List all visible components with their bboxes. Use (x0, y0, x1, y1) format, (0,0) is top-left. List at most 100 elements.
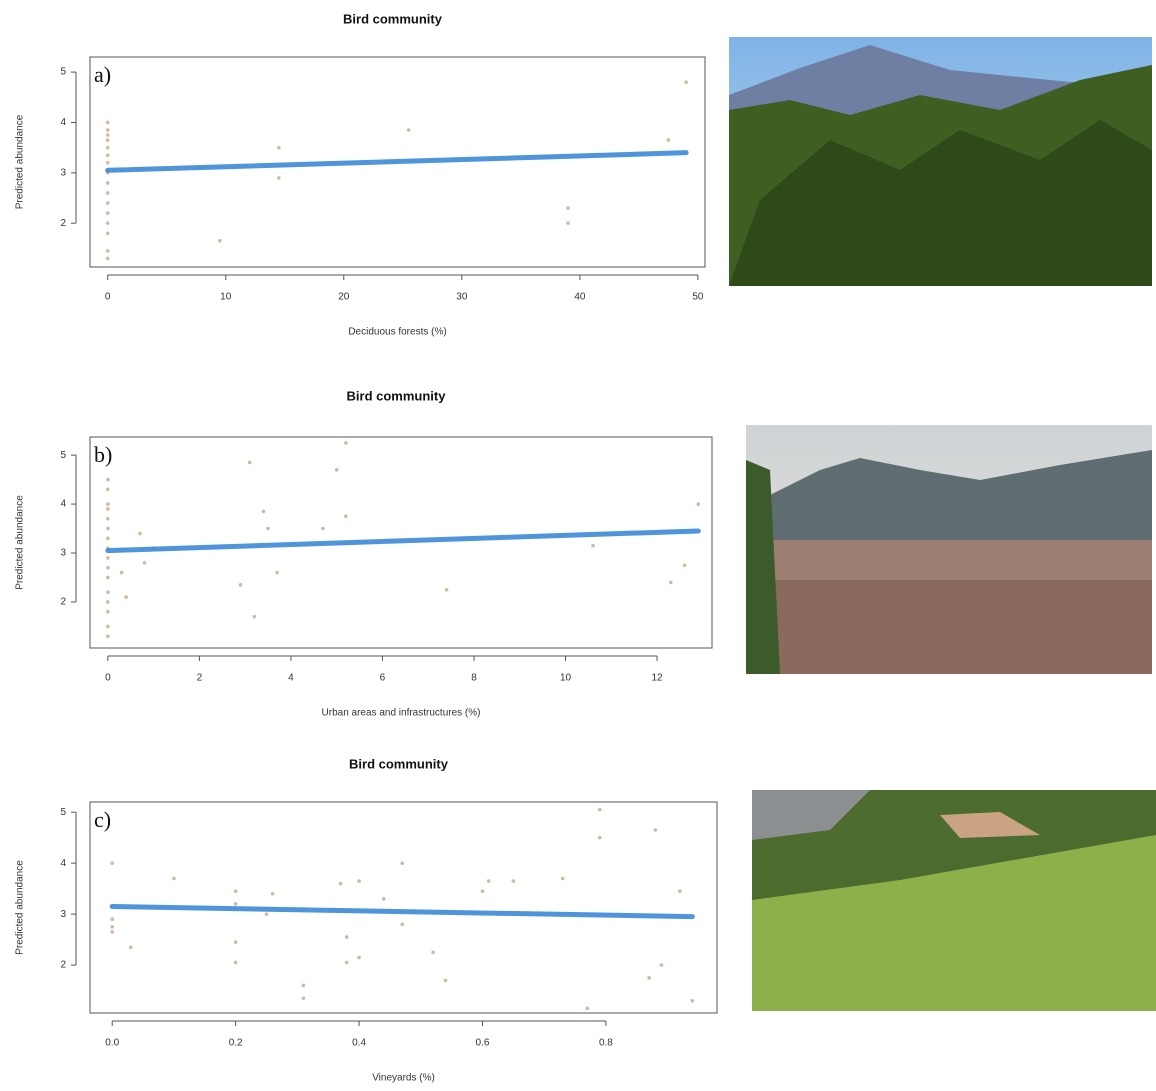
data-point (585, 1006, 590, 1011)
plot-box (89, 56, 706, 268)
data-point (566, 206, 570, 210)
data-point (233, 889, 238, 893)
data-point (106, 507, 110, 511)
x-tick-label: 8 (471, 673, 477, 684)
data-point (659, 963, 664, 967)
x-tick-label: 0.2 (229, 1038, 243, 1049)
data-point (344, 441, 348, 445)
y-axis-label: Predicted abundance (15, 495, 26, 590)
data-point (344, 514, 348, 519)
chart-panel: Bird community a) 0 10 20 30 40 50 Deciduous for… (15, 11, 706, 338)
data-point (233, 960, 238, 965)
data-point (110, 917, 115, 922)
data-point (597, 835, 602, 840)
x-tick-label: 40 (574, 292, 586, 303)
data-point (105, 133, 110, 137)
data-point (406, 128, 411, 132)
data-point (486, 879, 491, 883)
data-point (106, 565, 110, 570)
data-point (110, 861, 115, 865)
data-point (381, 897, 386, 901)
data-point (106, 516, 110, 521)
data-point (696, 502, 701, 506)
photo-town (746, 425, 1152, 674)
photo-vineyard (752, 790, 1156, 1011)
data-point (684, 80, 688, 84)
y-tick-label: 5 (60, 450, 66, 461)
data-point (444, 587, 449, 592)
data-point (106, 575, 110, 580)
x-tick-label: 0.4 (352, 1038, 366, 1049)
x-tick-label: 30 (456, 292, 468, 303)
photo-forest (729, 37, 1152, 286)
data-point (124, 595, 128, 599)
plot-box (89, 801, 718, 1014)
x-tick-label: 4 (288, 673, 294, 684)
data-point (105, 211, 110, 215)
data-point (431, 950, 435, 955)
data-point (252, 614, 257, 619)
data-point (266, 526, 270, 531)
data-point (647, 976, 651, 980)
x-tick-label: 2 (197, 673, 203, 684)
y-tick-label: 3 (60, 548, 66, 559)
data-point (653, 828, 658, 832)
chart-title: Bird community (347, 388, 447, 403)
data-point (277, 176, 281, 180)
y-tick-label: 4 (60, 499, 66, 510)
data-point (105, 138, 110, 142)
data-point (106, 556, 110, 560)
data-point (678, 889, 682, 893)
data-point (106, 502, 110, 506)
x-axis-label: Vineyards (%) (372, 1073, 435, 1084)
y-tick-label: 5 (60, 807, 66, 818)
fit-line (105, 150, 689, 173)
panel-label: b) (94, 442, 112, 467)
data-point (480, 889, 485, 893)
fit-line (109, 903, 695, 920)
data-point (105, 249, 110, 253)
data-point (301, 996, 306, 1001)
x-tick-label: 0 (105, 673, 111, 684)
x-tick-label: 0.0 (105, 1038, 119, 1049)
x-tick-label: 6 (380, 673, 386, 684)
data-point (597, 807, 602, 812)
y-axis-label: Predicted abundance (15, 114, 26, 209)
data-point (560, 876, 565, 881)
x-tick-label: 0.6 (476, 1038, 490, 1049)
y-tick-label: 2 (60, 218, 66, 229)
y-tick-label: 4 (60, 858, 66, 869)
data-point (106, 487, 110, 492)
data-point (110, 930, 115, 934)
x-tick-label: 20 (338, 292, 350, 303)
y-axis-label: Predicted abundance (15, 860, 26, 955)
data-point (106, 634, 110, 639)
data-point (106, 600, 110, 604)
data-point (110, 925, 115, 929)
data-point (105, 128, 110, 132)
data-point (142, 561, 147, 565)
data-point (119, 570, 124, 575)
data-point (338, 881, 343, 886)
data-point (321, 526, 325, 531)
data-point (218, 239, 222, 243)
data-point (264, 912, 269, 916)
x-tick-label: 0.8 (599, 1038, 613, 1049)
data-point (344, 960, 349, 965)
data-point (233, 902, 238, 906)
chart-panel: Bird community c) 0.0 0.2 0.4 0.6 0.8 Vineyards… (15, 756, 718, 1084)
chart-panel: Bird community b) 0 2 4 6 8 10 12 Urban areas and… (15, 388, 713, 719)
x-tick-label: 50 (692, 292, 704, 303)
x-tick-label: 0 (105, 292, 111, 303)
data-point (105, 256, 110, 261)
data-point (669, 580, 673, 585)
data-point (247, 460, 252, 465)
data-point (238, 583, 243, 587)
y-tick-label: 4 (60, 117, 66, 128)
y-tick-label: 2 (60, 960, 66, 971)
data-point (400, 861, 405, 865)
data-point (106, 536, 110, 541)
data-point (138, 531, 142, 536)
fit-line (105, 528, 701, 554)
